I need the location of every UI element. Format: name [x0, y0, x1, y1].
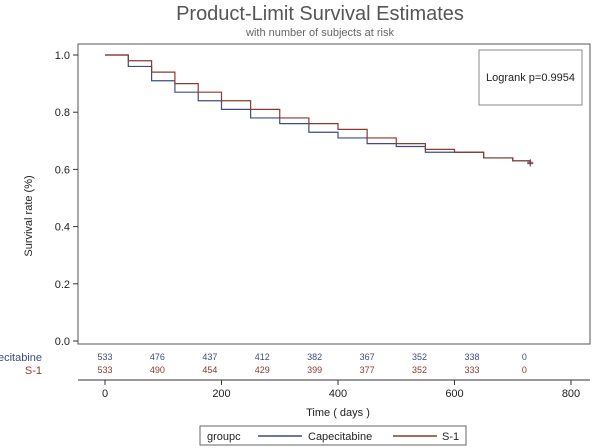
survival-curve-s1: [105, 54, 531, 163]
x-tick-label-3: 600: [445, 388, 463, 400]
risk-count-s1-0: 533: [97, 365, 112, 375]
y-tick-label-5: 1.0: [55, 50, 70, 62]
survival-curve-capecitabine: [105, 54, 531, 164]
logrank-box-frame: [478, 49, 583, 106]
chart-title: Product-Limit Survival Estimates: [176, 3, 464, 25]
x-tick-label-0: 0: [102, 388, 108, 400]
risk-count-capecitabine-2: 437: [202, 352, 217, 362]
y-tick-label-0: 0.0: [55, 336, 70, 348]
risk-count-capecitabine-4: 382: [307, 352, 322, 362]
risk-count-s1-5: 377: [360, 365, 375, 375]
x-tick-label-4: 800: [562, 388, 580, 400]
plot-area: Logrank p=0.9954 0.0 0.2 0.4 0.6 0.8 1.0 0 200…: [55, 43, 591, 400]
chart-subtitle: with number of subjects at risk: [245, 27, 394, 39]
legend-title: groupc: [207, 431, 241, 443]
risk-count-s1-7: 333: [464, 365, 479, 375]
risk-count-s1-8: 0: [522, 365, 527, 375]
plot-frame: [77, 43, 591, 345]
y-axis-label: Survival rate (%): [23, 175, 35, 256]
x-tick-label-2: 400: [329, 388, 347, 400]
risk-count-s1-4: 399: [307, 365, 322, 375]
risk-count-s1-6: 352: [412, 365, 427, 375]
y-axis: 0.0 0.2 0.4 0.6 0.8 1.0: [55, 50, 78, 348]
y-tick-label-3: 0.6: [55, 164, 70, 176]
logrank-annotation: Logrank p=0.9954: [486, 72, 575, 84]
legend-label-capecitabine: Capecitabine: [308, 431, 372, 443]
y-tick-label-2: 0.4: [55, 222, 70, 234]
risk-count-s1-1: 490: [150, 365, 165, 375]
y-tick-label-1: 0.2: [55, 279, 70, 291]
risk-count-capecitabine-1: 476: [150, 352, 165, 362]
legend-frame: [199, 425, 467, 446]
x-axis: 0 200 400 600 800: [78, 379, 590, 400]
risk-count-s1-2: 454: [202, 365, 217, 375]
y-tick-label-4: 0.8: [55, 107, 70, 119]
risk-count-capecitabine-3: 412: [255, 352, 270, 362]
logrank-box: Logrank p=0.9954: [478, 49, 583, 106]
legend-label-s1: S-1: [442, 431, 459, 443]
legend: groupc Capecitabine S-1: [199, 425, 467, 446]
risk-count-capecitabine-6: 352: [412, 352, 427, 362]
risk-count-capecitabine-0: 533: [97, 352, 112, 362]
risk-count-s1-3: 429: [255, 365, 270, 375]
risk-row-label-capecitabine: Capecitabine: [0, 352, 42, 364]
x-axis-label: Time ( days ): [306, 407, 370, 419]
risk-count-capecitabine-8: 0: [522, 352, 527, 362]
censor-mark-s1: [527, 159, 534, 166]
risk-row-label-s1: S-1: [25, 365, 42, 377]
risk-count-capecitabine-7: 338: [464, 352, 479, 362]
x-tick-label-1: 200: [212, 388, 230, 400]
series-layer: [105, 54, 534, 167]
risk-count-capecitabine-5: 367: [360, 352, 375, 362]
risk-table: Capecitabine 533 476 437 412 382 367 352 338 0 S-1…: [0, 352, 527, 377]
